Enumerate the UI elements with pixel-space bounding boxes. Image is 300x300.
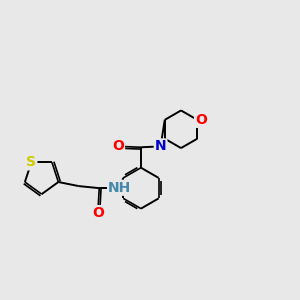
- Text: O: O: [112, 140, 124, 153]
- Text: O: O: [92, 206, 104, 220]
- Text: O: O: [195, 113, 207, 127]
- Text: S: S: [26, 155, 36, 170]
- Text: N: N: [155, 140, 167, 153]
- Text: NH: NH: [108, 181, 131, 195]
